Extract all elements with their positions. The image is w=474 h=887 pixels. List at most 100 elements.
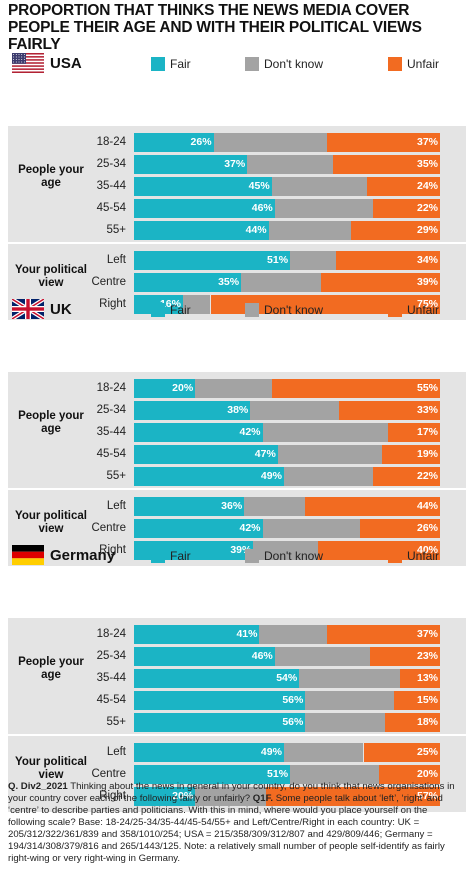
data-label-fair: 46%: [251, 650, 273, 662]
bar-fair: [134, 155, 248, 174]
country-name: USA: [50, 55, 82, 72]
data-label-unfair: 44%: [416, 500, 438, 512]
data-label-fair: 26%: [190, 136, 212, 148]
legend-swatch-unfair: [388, 549, 402, 563]
data-label-unfair: 39%: [416, 276, 438, 288]
bar-fair: [134, 691, 306, 710]
legend-swatch-unfair: [388, 57, 402, 71]
category-label: 25-34: [96, 650, 126, 662]
bar-fair: [134, 177, 272, 196]
country-chart-usa: USA Fair Don't know Unfair People your age Yo…: [0, 48, 474, 320]
bar-fair: [134, 519, 263, 538]
group-label-age: People your age: [18, 410, 84, 435]
data-label-fair: 56%: [282, 716, 304, 728]
bar-fair: [134, 221, 269, 240]
bar-dont-know: [271, 177, 367, 196]
footnote-text-1: Thinking about the news in general in yo…: [8, 781, 455, 804]
data-label-unfair: 24%: [416, 180, 438, 192]
bar-dont-know: [253, 541, 318, 560]
data-label-unfair: 55%: [416, 382, 438, 394]
bar-unfair: [271, 379, 440, 398]
bar-unfair: [363, 743, 440, 762]
category-label: Centre: [91, 276, 126, 288]
category-label: 45-54: [96, 694, 126, 706]
bar-unfair: [326, 625, 440, 644]
data-label-fair: 49%: [260, 470, 282, 482]
data-label-fair: 51%: [267, 254, 289, 266]
bar-fair: [134, 625, 260, 644]
group-label-age: People your age: [18, 164, 84, 189]
country-chart-germany: Germany Fair Don't know Unfair People your a…: [0, 540, 474, 812]
category-label: Right: [99, 544, 126, 556]
uk-flag-icon: [10, 297, 46, 321]
footnote: Q. Div2_2021 Thinking about the news in …: [8, 781, 466, 865]
data-label-unfair: 20%: [416, 768, 438, 780]
bar-unfair: [210, 295, 440, 314]
category-label: Left: [106, 254, 126, 266]
bar-unfair: [332, 155, 440, 174]
bar-dont-know: [262, 423, 388, 442]
bar-fair: [134, 251, 291, 270]
category-label: 18-24: [96, 628, 126, 640]
bar-fair: [134, 199, 275, 218]
category-label: 55+: [106, 470, 126, 482]
data-label-fair: 56%: [282, 694, 304, 706]
bar-dont-know: [259, 625, 327, 644]
category-label: Left: [106, 500, 126, 512]
data-label-unfair: 37%: [416, 628, 438, 640]
category-label: Right: [99, 298, 126, 310]
bar-dont-know: [262, 519, 361, 538]
bar-fair: [134, 713, 306, 732]
data-label-fair: 35%: [218, 276, 240, 288]
bar-unfair: [339, 401, 440, 420]
bar-unfair: [335, 251, 440, 270]
data-label-fair: 45%: [248, 180, 270, 192]
bar-dont-know: [305, 691, 395, 710]
data-label-fair: 37%: [224, 158, 246, 170]
legend-label-unfair: Unfair: [407, 549, 440, 563]
bar-dont-know: [283, 467, 373, 486]
bar-dont-know: [195, 787, 266, 806]
data-label-unfair: 15%: [416, 694, 438, 706]
bar-fair: [134, 379, 196, 398]
bar-dont-know: [283, 743, 364, 762]
country-chart-uk: UK Fair Don't know Unfair People your age You…: [0, 294, 474, 566]
data-label-unfair: 18%: [416, 716, 438, 728]
footnote-text-2: Some people talk about ‘left’, ‘right’ a…: [8, 793, 445, 864]
data-label-fair: 47%: [254, 448, 276, 460]
data-label-fair: 16%: [159, 298, 181, 310]
category-label: 35-44: [96, 426, 126, 438]
bar-dont-know: [268, 221, 352, 240]
category-label: Centre: [91, 522, 126, 534]
bar-fair: [134, 497, 245, 516]
bar-dont-know: [305, 713, 385, 732]
bar-unfair: [320, 273, 440, 292]
bar-unfair: [366, 177, 440, 196]
bar-dont-know: [274, 199, 373, 218]
bar-dont-know: [244, 497, 306, 516]
legend-label-unfair: Unfair: [407, 57, 440, 71]
data-label-unfair: 57%: [416, 790, 438, 802]
bar-unfair: [360, 519, 440, 538]
data-label-unfair: 25%: [416, 746, 438, 758]
bar-unfair: [394, 691, 440, 710]
bar-fair: [134, 669, 300, 688]
country-name: UK: [50, 301, 72, 318]
data-label-fair: 42%: [239, 426, 261, 438]
data-label-fair: 36%: [221, 500, 243, 512]
data-label-fair: 41%: [236, 628, 258, 640]
legend-swatch-dont-know: [245, 549, 259, 563]
bar-unfair: [369, 647, 440, 666]
data-label-fair: 51%: [267, 768, 289, 780]
bar-unfair: [384, 713, 440, 732]
data-label-unfair: 23%: [416, 650, 438, 662]
legend-label-fair: Fair: [170, 57, 191, 71]
group-label-politics: Your political view: [15, 264, 87, 289]
bar-fair: [134, 401, 251, 420]
legend-swatch-dont-know: [245, 57, 259, 71]
footnote-question: Q. Div2_2021: [8, 781, 68, 792]
legend-swatch-dont-know: [245, 303, 259, 317]
data-label-unfair: 19%: [416, 448, 438, 460]
data-label-fair: 49%: [260, 746, 282, 758]
bar-dont-know: [182, 295, 211, 314]
